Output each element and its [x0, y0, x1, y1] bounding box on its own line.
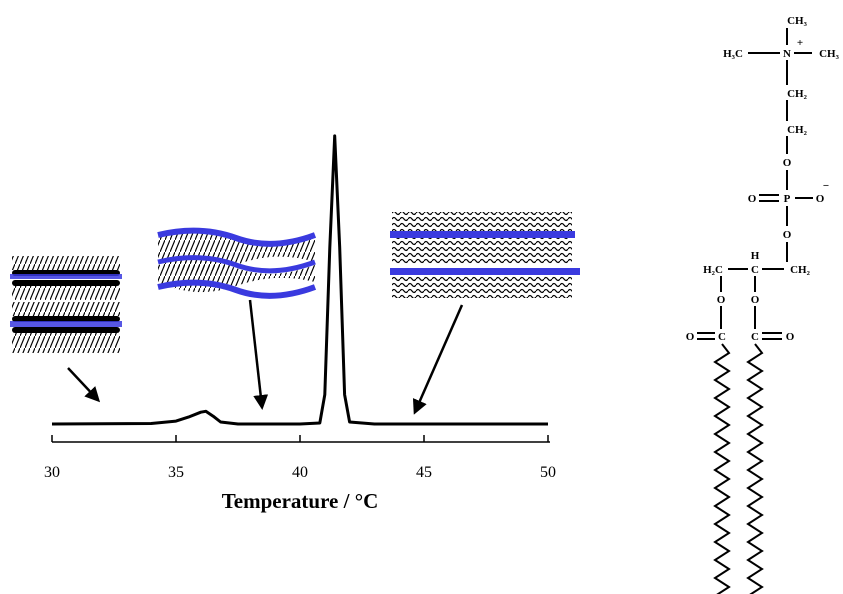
atom-label: O: [717, 294, 726, 306]
atom-label: O: [686, 331, 695, 343]
fluid-bilayer: [390, 212, 580, 298]
atom-label: CH₂: [787, 88, 808, 100]
atom-label: CH₃: [819, 48, 840, 60]
atom-label: H₃C: [723, 48, 743, 60]
atom-label: CH₃: [787, 15, 808, 27]
acyl-chain: [746, 343, 764, 594]
x-axis-label: Temperature / °C: [222, 489, 379, 513]
atom-label: O: [751, 294, 760, 306]
atom-label: P: [784, 193, 791, 205]
acyl-chain: [713, 343, 731, 594]
x-tick-label: 35: [168, 464, 184, 481]
atom-label: C: [751, 331, 759, 343]
atom-label: C: [751, 264, 759, 276]
ripple-bilayer: [157, 227, 317, 299]
atom-label: H: [751, 250, 760, 262]
atom-label: O: [748, 193, 757, 205]
atom-label: −: [823, 180, 829, 192]
atom-label: O: [816, 193, 825, 205]
structure-bonds: [697, 28, 813, 340]
x-tick-label: 40: [292, 464, 308, 481]
x-tick-label: 30: [44, 464, 60, 481]
atom-label: CH₂: [787, 124, 808, 136]
arrows: [67, 299, 464, 415]
atom-label: CH₂: [790, 264, 811, 276]
atom-label: O: [783, 157, 792, 169]
dsc-curve: [51, 134, 548, 426]
x-tick-label: 50: [540, 464, 556, 481]
gel-bilayer: [10, 256, 122, 353]
atom-label: H₂C: [703, 264, 723, 276]
atom-label: O: [783, 229, 792, 241]
atom-label: O: [786, 331, 795, 343]
atom-label: +: [797, 37, 803, 49]
x-tick-label: 45: [416, 464, 432, 481]
atom-label: N: [783, 48, 791, 60]
atom-label: C: [718, 331, 726, 343]
